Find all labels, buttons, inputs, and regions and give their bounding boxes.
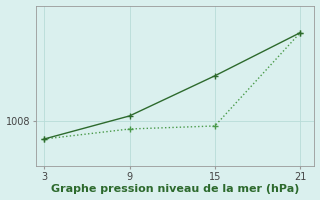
X-axis label: Graphe pression niveau de la mer (hPa): Graphe pression niveau de la mer (hPa) <box>51 184 299 194</box>
